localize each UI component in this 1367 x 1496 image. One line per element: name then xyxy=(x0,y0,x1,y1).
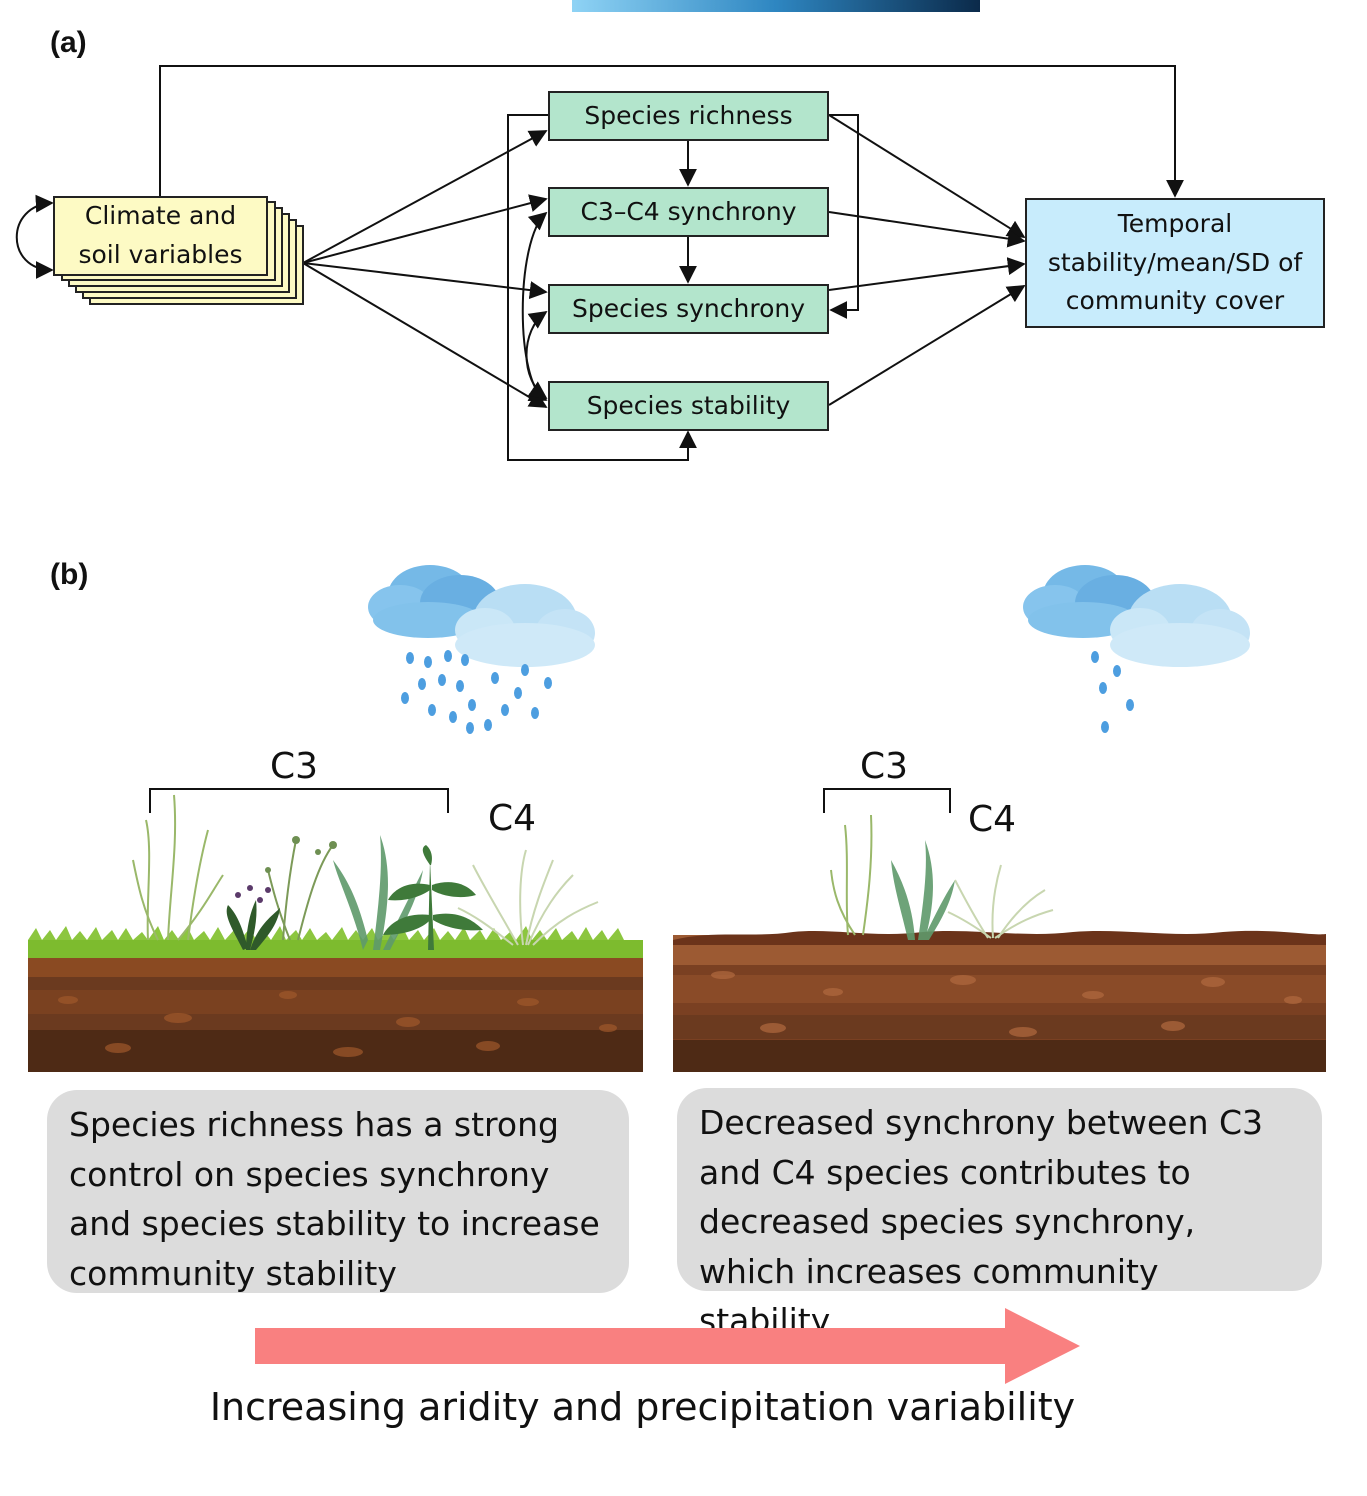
c3-bracket-right xyxy=(823,788,951,813)
c4-label-left: C4 xyxy=(488,798,537,839)
climate-self-loop xyxy=(15,194,54,279)
c4-label-right: C4 xyxy=(968,799,1017,840)
caption-right: Decreased synchrony between C3 and C4 sp… xyxy=(677,1088,1322,1340)
caption-right-text: Decreased synchrony between C3 and C4 sp… xyxy=(699,1103,1264,1340)
c3-label-left: C3 xyxy=(270,746,319,787)
node-climate-soil-label: Climate and soil variables xyxy=(78,201,243,269)
arrow-stability-to-outcome xyxy=(828,285,1026,406)
c3-bracket-left xyxy=(149,788,449,813)
node-species-richness: Species richness xyxy=(548,91,829,141)
node-climate-soil: Climate and soil variables xyxy=(53,196,268,276)
arrow-climate-to-richness xyxy=(302,130,548,264)
rain-cloud-heavy-icon xyxy=(368,565,595,734)
node-species-synchrony-label: Species synchrony xyxy=(571,293,806,323)
path-diagram-arrows xyxy=(15,65,1184,461)
node-species-stability-label: Species stability xyxy=(586,390,791,420)
caption-left-text: Species richness has a strong control on… xyxy=(69,1105,600,1293)
node-community-cover: Temporal stability/mean/SD of community … xyxy=(1025,198,1325,328)
arrow-richness-to-outcome xyxy=(828,114,1026,238)
node-c3c4-synchrony: C3–C4 synchrony xyxy=(548,187,829,237)
gradient-arrow-label: Increasing aridity and precipitation var… xyxy=(209,1385,1076,1429)
node-c3c4-synchrony-label: C3–C4 synchrony xyxy=(580,196,797,226)
top-color-bar xyxy=(572,0,980,12)
arrow-climate-to-c3c4 xyxy=(302,194,548,264)
arrow-c3c4-to-outcome xyxy=(828,211,1026,248)
rain-cloud-light-icon xyxy=(1023,565,1250,733)
corr-synchrony-stability xyxy=(525,310,548,400)
corr-c3c4-stability xyxy=(521,211,548,401)
c3-label-right: C3 xyxy=(860,746,909,787)
node-species-synchrony: Species synchrony xyxy=(548,284,829,334)
caption-left: Species richness has a strong control on… xyxy=(47,1090,629,1293)
gradient-arrow xyxy=(255,1308,1080,1384)
arrow-synchrony-to-outcome xyxy=(828,257,1026,291)
node-species-richness-label: Species richness xyxy=(584,100,793,130)
panel-a-label: (a) xyxy=(50,26,87,59)
panel-b-label: (b) xyxy=(50,558,89,591)
arrow-richness-to-stability xyxy=(507,114,697,461)
arrow-climate-to-synchrony xyxy=(302,262,548,300)
node-species-stability: Species stability xyxy=(548,381,829,431)
arrow-richness-to-synchrony xyxy=(829,114,859,319)
node-community-cover-label: Temporal stability/mean/SD of community … xyxy=(1047,208,1303,316)
arrow-climate-to-outcome xyxy=(159,65,1184,198)
arrow-climate-to-stability xyxy=(302,262,548,408)
lush-grassland-illustration xyxy=(28,794,643,1072)
arid-grassland-illustration xyxy=(673,814,1326,1072)
